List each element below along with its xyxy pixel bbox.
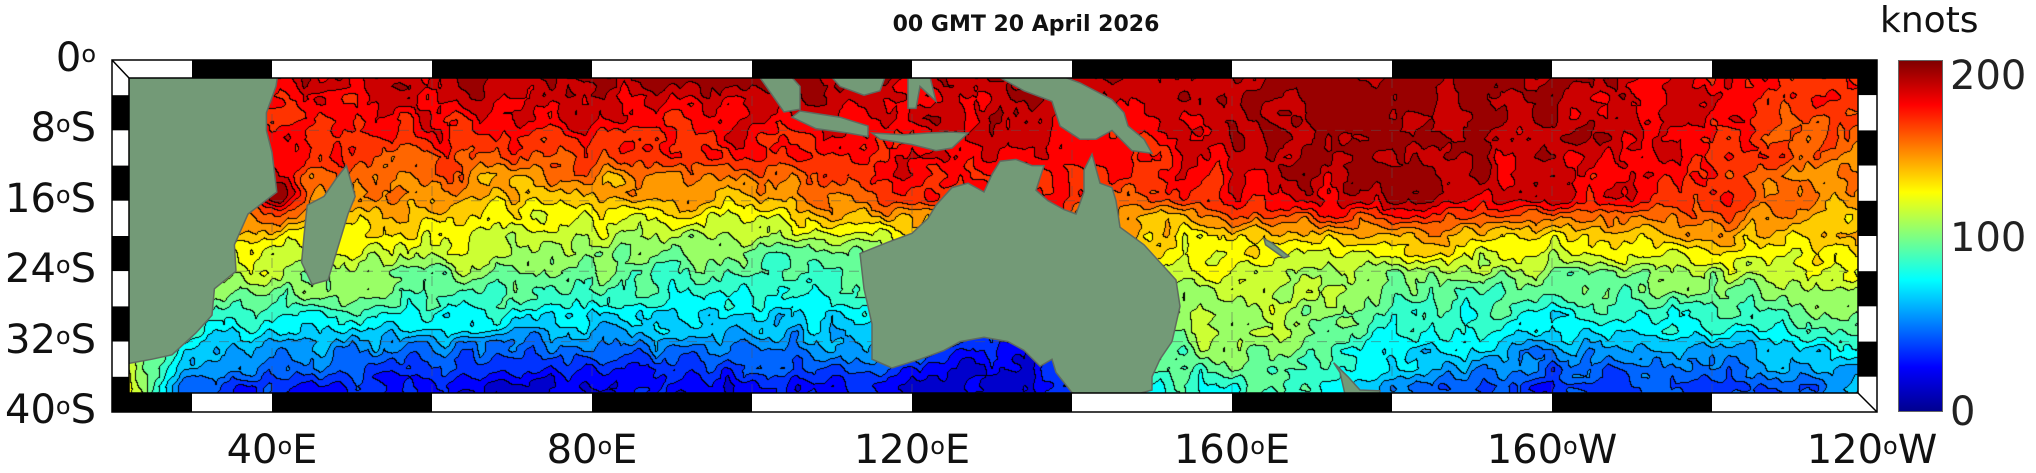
frame-segment-top <box>1552 60 1712 78</box>
land-tasmania <box>1109 418 1139 444</box>
lat-label: 24oS <box>5 246 96 293</box>
frame-segment-left <box>112 271 129 307</box>
land-java <box>790 110 869 138</box>
colorbar-tick-mid: 100 <box>1950 215 2027 261</box>
frame-segment-right <box>1858 200 1877 236</box>
frame-segment-top <box>272 60 432 78</box>
lon-label: 120oW <box>1806 427 1938 473</box>
frame-segment-left <box>112 165 129 201</box>
frame-segment-bottom <box>1552 393 1712 412</box>
land-madagascar <box>300 163 356 286</box>
land-borneo <box>831 78 886 96</box>
frame-segment-top <box>192 60 272 78</box>
frame-segment-top <box>1072 60 1232 78</box>
colorbar-tick-max: 200 <box>1950 53 2027 99</box>
frame-segment-bottom <box>912 393 1072 412</box>
frame-segment-left <box>112 95 129 131</box>
frame-segment-top <box>752 60 912 78</box>
frame-segment-top <box>1232 60 1392 78</box>
lat-label: 0o <box>55 35 96 81</box>
land-sulawesi <box>907 78 938 110</box>
frame-segment-top <box>112 60 192 78</box>
frame-segment-right <box>1858 271 1877 307</box>
colorbar-tick-min: 0 <box>1950 389 1976 435</box>
frame-segment-bottom <box>592 393 752 412</box>
frame-segment-right <box>1858 376 1877 412</box>
lat-label: 8oS <box>30 105 96 152</box>
frame-segment-bottom <box>272 393 432 412</box>
land-newcaledonia <box>1262 237 1291 259</box>
land-sundas <box>869 131 970 152</box>
frame-segment-top <box>432 60 592 78</box>
frame-segment-left <box>112 130 129 166</box>
frame-segment-bottom <box>1232 393 1392 412</box>
lon-label: 40oE <box>226 427 318 473</box>
land-africa <box>129 78 279 365</box>
map-title: 00 GMT 20 April 2026 <box>892 12 1160 37</box>
frame-segment-left <box>112 341 129 377</box>
frame-segment-top <box>1392 60 1552 78</box>
lon-label: 80oE <box>546 427 638 473</box>
frame-segment-bottom <box>192 393 272 412</box>
frame-inner-border <box>128 77 1859 394</box>
frame-segment-bottom <box>112 393 192 412</box>
frame-segment-right <box>1858 236 1877 272</box>
frame-segment-right <box>1858 130 1877 166</box>
lat-label: 32oS <box>5 316 96 363</box>
land-sumatra <box>759 78 801 113</box>
frame-corner-top-left <box>111 59 130 79</box>
frame-segment-right <box>1858 60 1877 96</box>
frame-segment-left <box>112 306 129 342</box>
lat-label: 40oS <box>5 387 96 433</box>
colorbar-label: knots <box>1880 0 1979 41</box>
frame-segment-bottom <box>432 393 592 412</box>
lon-label: 120oE <box>853 427 971 473</box>
land-australia <box>859 152 1181 393</box>
frame-outer-border <box>111 59 1878 413</box>
land-masses <box>129 78 1381 444</box>
frame-segment-bottom <box>1712 393 1872 412</box>
land-newzealand <box>1332 362 1381 393</box>
frame-segment-right <box>1858 95 1877 131</box>
frame-segment-top <box>912 60 1072 78</box>
frame-segment-left <box>112 376 129 412</box>
frame-segment-left <box>112 200 129 236</box>
frame-segment-right <box>1858 341 1877 377</box>
frame-segment-right <box>1858 306 1877 342</box>
frame-segment-bottom <box>1072 393 1232 412</box>
frame-segment-top <box>592 60 752 78</box>
lon-label: 160oE <box>1173 427 1291 473</box>
frame-segment-left <box>112 60 129 96</box>
frame-segment-left <box>112 236 129 272</box>
colorbar <box>1898 60 1943 412</box>
frame-segment-bottom <box>1392 393 1552 412</box>
frame-segment-right <box>1858 165 1877 201</box>
lat-label: 16oS <box>5 175 96 222</box>
frame-corner-bottom-right <box>1857 392 1878 413</box>
frame-segment-bottom <box>752 393 912 412</box>
frame-segment-top <box>1712 60 1872 78</box>
lon-label: 160oW <box>1486 427 1618 473</box>
land-newguinea <box>999 78 1154 155</box>
